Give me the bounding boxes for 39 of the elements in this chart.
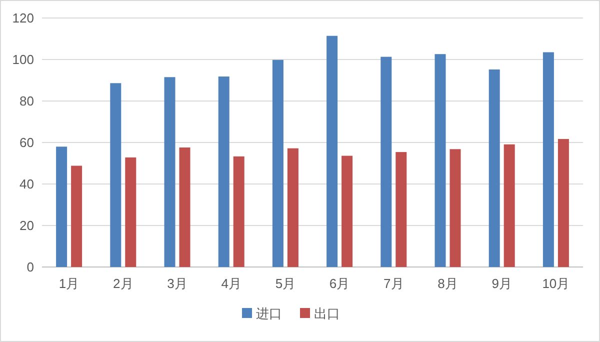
x-tick-label: 9月: [492, 276, 512, 291]
bar: [164, 77, 176, 267]
bar: [326, 36, 338, 267]
x-tick-label: 10月: [542, 276, 570, 291]
bar: [179, 147, 190, 267]
bar: [434, 54, 446, 267]
x-tick-label: 8月: [438, 276, 458, 291]
bar: [450, 149, 461, 267]
x-tick-label: 3月: [167, 276, 188, 291]
y-tick-label: 40: [20, 176, 34, 192]
bar: [558, 138, 569, 267]
bar: [56, 146, 68, 267]
x-tick-label: 7月: [384, 276, 404, 291]
bar: [110, 83, 122, 267]
y-tick-label: 80: [20, 94, 34, 108]
bar: [396, 152, 407, 267]
bar: [342, 156, 353, 267]
x-tick-label: 4月: [221, 276, 242, 291]
y-tick-label: 0: [26, 260, 34, 274]
bar: [233, 156, 244, 267]
x-tick-label: 6月: [329, 276, 350, 291]
x-tick-label: 1月: [58, 276, 80, 291]
bar: [380, 56, 392, 267]
bar: [71, 166, 82, 267]
bar: [218, 76, 230, 267]
y-tick-label: 60: [20, 135, 34, 150]
y-tick-label: 120: [12, 10, 34, 26]
y-tick-label: 20: [20, 218, 34, 233]
bar: [287, 148, 298, 267]
legend-label: 出口: [314, 306, 340, 321]
legend-label: 进口: [256, 306, 282, 321]
bar: [125, 157, 136, 267]
x-tick-label: 5月: [275, 276, 296, 291]
bar: [488, 69, 500, 267]
y-tick-label: 100: [12, 52, 34, 67]
bar: [272, 60, 284, 267]
bar: [542, 52, 554, 267]
x-tick-label: 2月: [113, 276, 134, 291]
bar: [504, 144, 515, 267]
